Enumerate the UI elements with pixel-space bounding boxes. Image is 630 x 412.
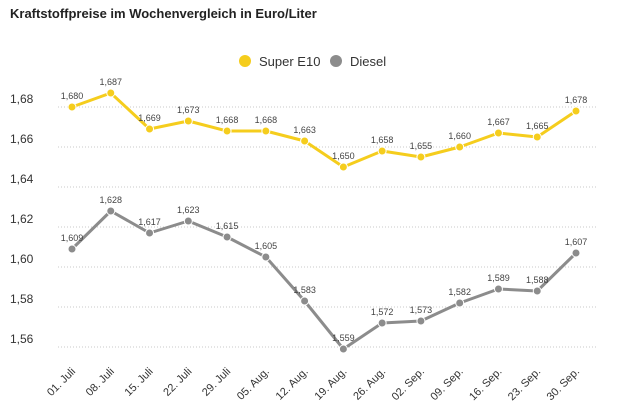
data-label: 1,583 [293,285,316,295]
data-point [493,128,503,138]
x-tick-label: 02. Sep. [390,366,427,403]
data-point [67,102,77,112]
data-label: 1,673 [177,105,200,115]
x-tick-label: 09. Sep. [428,366,465,403]
data-label: 1,628 [100,195,123,205]
x-tick-label: 23. Sep. [506,366,543,403]
data-label: 1,617 [138,217,161,227]
data-label: 1,655 [410,141,433,151]
y-tick-label: 1,64 [10,172,34,186]
data-label: 1,660 [448,131,471,141]
y-tick-label: 1,66 [10,132,34,146]
data-point [338,344,348,354]
data-point [300,296,310,306]
x-tick-label: 29. Juli [200,366,233,399]
data-point [377,146,387,156]
data-label: 1,667 [487,117,510,127]
data-label: 1,609 [61,233,84,243]
legend-marker [239,55,251,67]
data-label: 1,623 [177,205,200,215]
data-label: 1,582 [448,287,471,297]
data-label: 1,572 [371,307,394,317]
data-point [261,252,271,262]
y-tick-label: 1,58 [10,292,34,306]
data-point [67,244,77,254]
data-point [455,142,465,152]
x-tick-label: 08. Juli [84,366,117,399]
data-point [300,136,310,146]
data-point [183,116,193,126]
y-tick-label: 1,60 [10,252,34,266]
data-label: 1,559 [332,333,355,343]
data-point [145,228,155,238]
data-point [455,298,465,308]
x-tick-label: 01. Juli [45,366,78,399]
data-label: 1,678 [565,95,588,105]
data-label: 1,605 [255,241,278,251]
x-tick-label: 22. Juli [161,366,194,399]
x-tick-label: 19. Aug. [312,366,349,403]
x-tick-label: 05. Aug. [235,366,272,403]
data-label: 1,668 [255,115,278,125]
data-point [183,216,193,226]
series-line [71,91,577,169]
data-label: 1,573 [410,305,433,315]
data-label: 1,669 [138,113,161,123]
data-point [338,162,348,172]
legend-label: Super E10 [259,54,320,69]
data-label: 1,663 [293,125,316,135]
data-point [571,248,581,258]
data-point [106,206,116,216]
data-label: 1,680 [61,91,84,101]
series-line [70,209,578,351]
data-point [416,152,426,162]
data-point [106,88,116,98]
legend-label: Diesel [350,54,386,69]
data-point [493,284,503,294]
x-tick-label: 15. Juli [123,366,156,399]
data-label: 1,665 [526,121,549,131]
data-point [261,126,271,136]
chart-title: Kraftstoffpreise im Wochenvergleich in E… [10,6,317,21]
data-label: 1,588 [526,275,549,285]
y-tick-label: 1,62 [10,212,34,226]
data-label: 1,615 [216,221,239,231]
y-tick-label: 1,68 [10,92,34,106]
data-point [571,106,581,116]
data-point [532,132,542,142]
data-label: 1,658 [371,135,394,145]
data-label: 1,668 [216,115,239,125]
legend-marker [330,55,342,67]
x-tick-label: 12. Aug. [274,366,311,403]
data-label: 1,650 [332,151,355,161]
data-point [222,126,232,136]
data-point [377,318,387,328]
x-tick-label: 16. Sep. [467,366,504,403]
data-point [416,316,426,326]
data-point [222,232,232,242]
x-tick-label: 30. Sep. [545,366,582,403]
data-point [532,286,542,296]
x-tick-label: 26. Aug. [351,366,388,403]
data-point [145,124,155,134]
data-label: 1,589 [487,273,510,283]
data-label: 1,687 [100,77,123,87]
y-tick-label: 1,56 [10,332,34,346]
data-label: 1,607 [565,237,588,247]
